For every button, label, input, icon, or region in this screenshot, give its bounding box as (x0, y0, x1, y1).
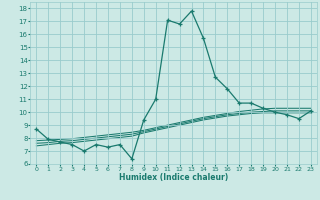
X-axis label: Humidex (Indice chaleur): Humidex (Indice chaleur) (119, 173, 228, 182)
